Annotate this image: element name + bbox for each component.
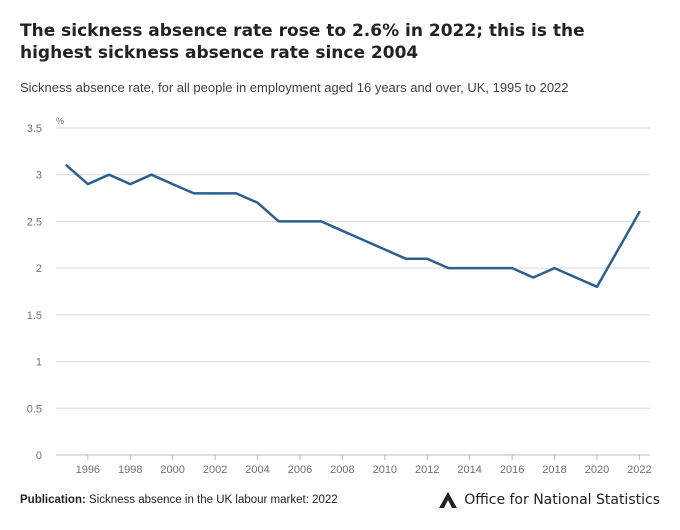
y-axis-ticks: 0 0.5 1 1.5 2 2.5 3 3.5 (27, 123, 42, 462)
ons-logo-icon (439, 492, 458, 508)
y-tick-label: 0 (36, 450, 42, 462)
x-tick-label: 2018 (542, 464, 566, 476)
y-tick-label: 1 (36, 357, 42, 369)
data-point[interactable] (635, 208, 643, 216)
ons-logo-text: Office for National Statistics (464, 492, 660, 508)
publication-label: Publication: (20, 494, 86, 506)
data-point[interactable] (84, 180, 92, 188)
data-point[interactable] (593, 283, 601, 291)
data-point[interactable] (572, 273, 580, 281)
data-point[interactable] (317, 217, 325, 225)
data-point[interactable] (190, 189, 198, 197)
data-point[interactable] (551, 264, 559, 272)
x-tick-label: 2000 (160, 464, 184, 476)
data-point[interactable] (402, 255, 410, 263)
data-point[interactable] (466, 264, 474, 272)
data-point[interactable] (444, 264, 452, 272)
data-point[interactable] (614, 245, 622, 253)
x-tick-label: 2020 (585, 464, 609, 476)
data-point[interactable] (275, 217, 283, 225)
line-chart: 0 0.5 1 1.5 2 2.5 3 3.5 1996 1998 2000 2002 2004 200… (27, 116, 652, 476)
data-point[interactable] (254, 199, 262, 207)
x-tick-label: 2016 (500, 464, 524, 476)
data-point[interactable] (381, 245, 389, 253)
y-tick-label: 3 (36, 170, 42, 182)
x-tick-label: 2002 (203, 464, 227, 476)
series-line (65, 164, 641, 289)
data-point[interactable] (508, 264, 516, 272)
chart-subtitle: Sickness absence rate, for all people in… (20, 80, 569, 95)
x-tick-label: 2022 (627, 464, 651, 476)
data-point[interactable] (105, 171, 113, 179)
chart-title: The sickness absence rate rose to 2.6% i… (20, 21, 585, 63)
data-point[interactable] (63, 161, 71, 169)
x-tick-label: 1996 (76, 464, 100, 476)
data-point[interactable] (296, 217, 304, 225)
x-tick-label: 2012 (415, 464, 439, 476)
x-axis-ticks: 1996 1998 2000 2002 2004 2006 2008 2010 2012 2014… (76, 455, 652, 476)
x-tick-label: 2014 (457, 464, 481, 476)
publication-footer: Publication: Sickness absence in the UK … (20, 494, 338, 506)
data-point[interactable] (338, 227, 346, 235)
y-axis-unit: % (56, 116, 64, 126)
data-point[interactable] (232, 189, 240, 197)
data-point[interactable] (126, 180, 134, 188)
data-point[interactable] (211, 189, 219, 197)
y-tick-label: 2.5 (27, 216, 42, 228)
chart-grid (56, 127, 650, 456)
x-tick-label: 2004 (245, 464, 269, 476)
x-tick-label: 2006 (288, 464, 312, 476)
y-tick-label: 3.5 (27, 123, 42, 135)
y-tick-label: 0.5 (27, 403, 42, 415)
x-tick-label: 2010 (373, 464, 397, 476)
data-point[interactable] (147, 171, 155, 179)
y-tick-label: 2 (36, 263, 42, 275)
y-tick-label: 1.5 (27, 310, 42, 322)
series-points (63, 161, 644, 290)
data-point[interactable] (169, 180, 177, 188)
x-tick-label: 2008 (330, 464, 354, 476)
x-tick-label: 1998 (118, 464, 142, 476)
data-point[interactable] (423, 255, 431, 263)
data-point[interactable] (529, 273, 537, 281)
data-point[interactable] (360, 236, 368, 244)
ons-logo: Office for National Statistics (437, 490, 660, 510)
publication-link[interactable]: Sickness absence in the UK labour market… (89, 494, 338, 506)
data-point[interactable] (487, 264, 495, 272)
